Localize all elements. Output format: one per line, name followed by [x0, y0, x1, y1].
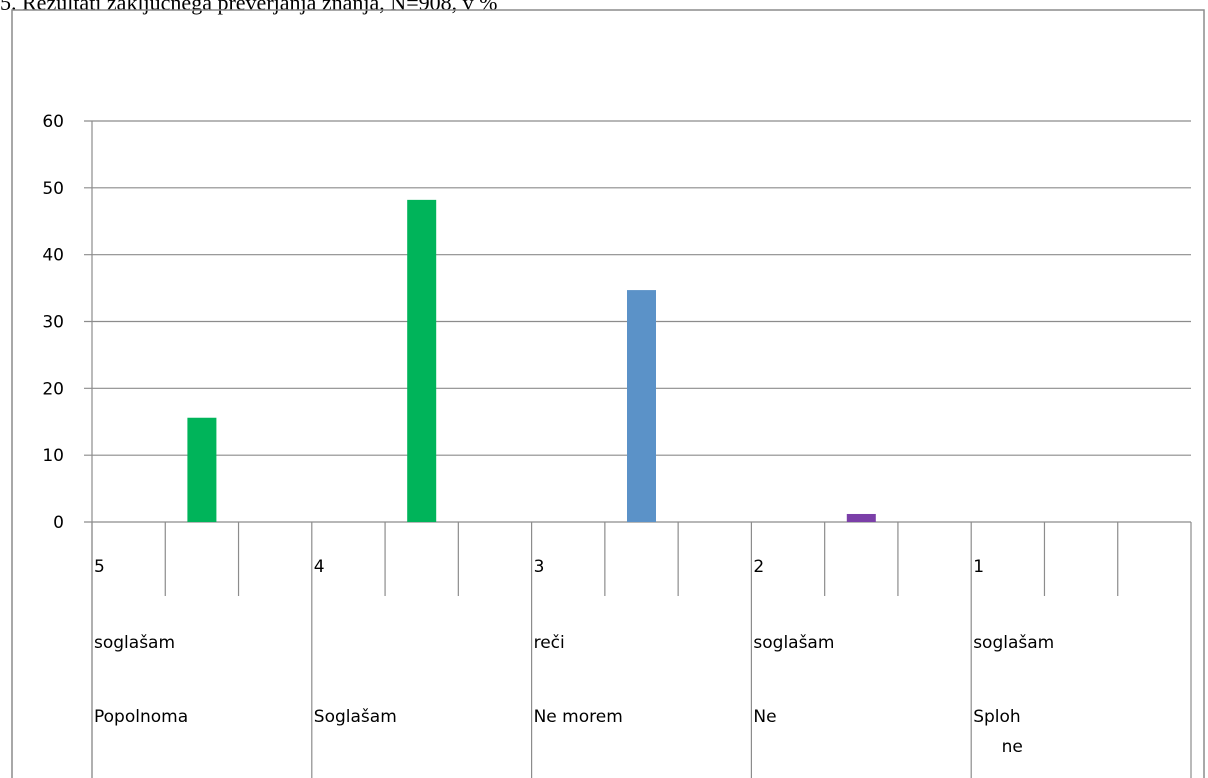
chart-frame: [11, 9, 1205, 778]
category-label: Ne: [753, 707, 776, 727]
y-tick-label: 20: [42, 379, 64, 399]
category-label: Soglašam: [314, 707, 397, 727]
bar: [187, 417, 217, 522]
category-label: soglašam: [973, 633, 1054, 653]
category-label: soglašam: [94, 633, 175, 653]
bars: [187, 199, 876, 522]
category-label: Sploh: [973, 707, 1020, 727]
y-tick-label: 30: [42, 313, 64, 333]
category-labels: 5 soglašam Popolnoma 4 Soglašam 3 reči Ne morem…: [94, 557, 1054, 757]
category-label: ne: [1002, 737, 1023, 757]
figure-caption: 5. Rezultati zaključnega preverjanja zna…: [0, 0, 498, 15]
category-label: 3: [534, 557, 545, 577]
category-label: soglašam: [753, 633, 834, 653]
y-tick-label: 60: [42, 112, 64, 132]
y-tick-label: 50: [42, 179, 64, 199]
category-label: Ne morem: [534, 707, 623, 727]
x-axis-table: [91, 522, 1192, 778]
y-tick-label: 40: [42, 246, 64, 266]
bar: [407, 199, 437, 522]
category-label: 1: [973, 557, 984, 577]
y-axis-ticks: 0 10 20 30 40 50 60: [42, 112, 64, 533]
y-tick-label: 10: [42, 446, 64, 466]
category-label: Popolnoma: [94, 707, 188, 727]
y-tick-label: 0: [53, 513, 64, 533]
category-label: 4: [314, 557, 325, 577]
category-label: 5: [94, 557, 105, 577]
category-label: 2: [753, 557, 764, 577]
bar: [846, 513, 876, 522]
bar: [627, 290, 656, 522]
category-label: reči: [534, 633, 565, 653]
